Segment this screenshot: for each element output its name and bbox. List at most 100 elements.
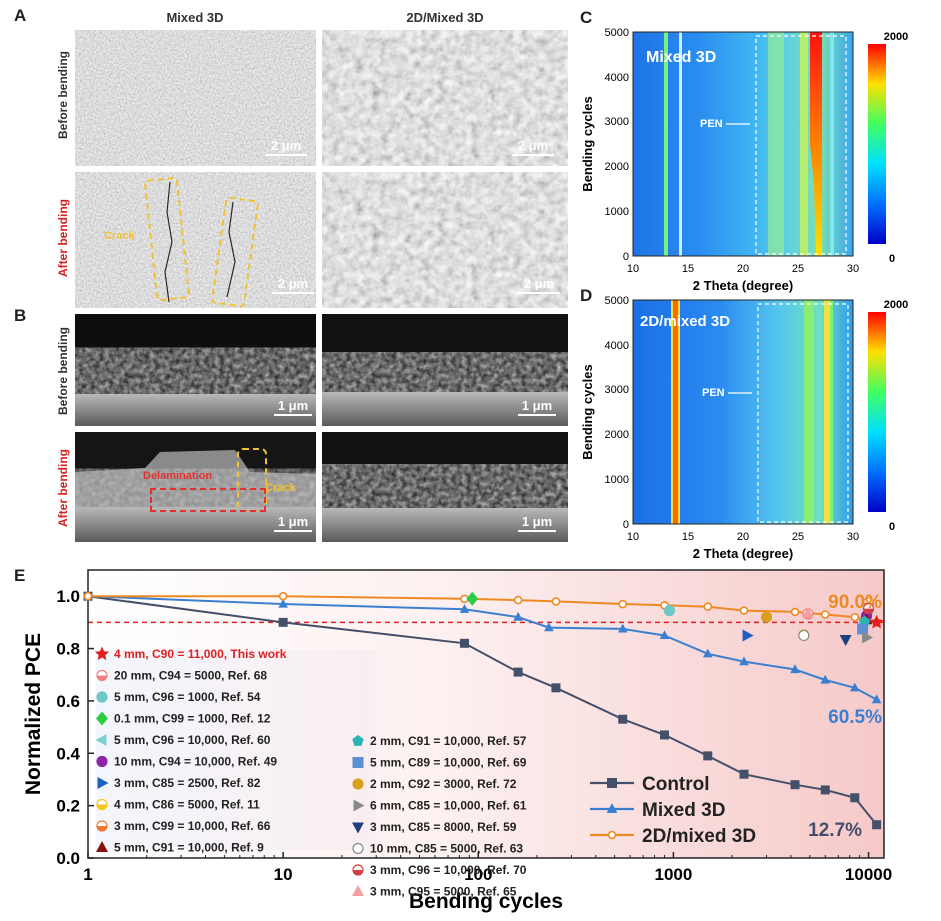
literature-point-fill xyxy=(863,608,874,614)
literature-point xyxy=(801,606,814,618)
heatmap-d-ytick-2000: 2000 xyxy=(605,429,629,441)
legend-marker xyxy=(352,735,364,746)
series-2-point xyxy=(703,602,713,611)
scale-bar-b1: 1 μm xyxy=(274,398,312,416)
panel-label-e: E xyxy=(14,566,26,585)
sem-2d-cross-before xyxy=(322,314,568,426)
heatmap-d-xlabel: 2 Theta (degree) xyxy=(693,546,793,561)
heatmap-d-xtick-15: 15 xyxy=(682,531,694,543)
legend-marker xyxy=(352,822,364,834)
series-0-point xyxy=(659,730,669,740)
y-tick-label: 0.4 xyxy=(56,744,80,763)
series-legend-marker xyxy=(606,803,618,814)
series-2-point xyxy=(790,607,800,617)
crack-label-a: Crack xyxy=(104,230,135,242)
panel-label-b: B xyxy=(14,306,27,325)
series-2-point xyxy=(850,612,860,622)
heatmap-c-xtick-30: 30 xyxy=(847,263,859,275)
series-0-point xyxy=(850,793,860,803)
series-2-point xyxy=(278,591,288,601)
panel-label-a: A xyxy=(14,6,27,25)
heatmap-c-xtick-20: 20 xyxy=(737,263,749,275)
heatmap-c-xtick-25: 25 xyxy=(792,263,804,275)
heatmap-c-ytick-5000: 5000 xyxy=(605,27,629,39)
legend-marker xyxy=(96,691,108,703)
plot-frame xyxy=(87,569,885,859)
heatmap-c-xtick-15: 15 xyxy=(682,263,694,275)
legend-label: 5 mm, C89 = 10,000, Ref. 69 xyxy=(370,756,527,770)
legend-marker xyxy=(352,778,364,790)
scale-bar-b3: 1 μm xyxy=(274,514,312,532)
series-legend-label: Control xyxy=(642,774,710,795)
panel-label-d: D xyxy=(580,286,593,305)
series-2-point xyxy=(618,599,628,609)
heatmap-d-xtick-25: 25 xyxy=(792,531,804,543)
legend-marker xyxy=(95,734,107,746)
legend-marker xyxy=(96,755,108,768)
legend-label: 5 mm, C91 = 10,000, Ref. 9 xyxy=(114,841,264,855)
heatmap-d-ytick-1000: 1000 xyxy=(605,474,629,486)
series-1-point xyxy=(659,630,670,640)
legend-label: 4 mm, C86 = 5000, Ref. 11 xyxy=(114,798,260,812)
series-2-point xyxy=(513,595,523,605)
sem-2d-before xyxy=(322,30,568,166)
series-1-point xyxy=(790,664,800,674)
scale-bar-a4: 2 μm xyxy=(518,276,560,294)
end-label-mixed: 60.5% xyxy=(828,707,882,728)
heatmap-d-xtick-30: 30 xyxy=(847,531,859,543)
heatmap-c-xlabel: 2 Theta (degree) xyxy=(693,278,793,293)
heatmap-d-ytick-3000: 3000 xyxy=(605,384,629,396)
legend-marker-fill xyxy=(97,675,107,681)
heatmap-c-ylabel: Bending cycles xyxy=(580,96,595,191)
legend-label: 6 mm, C85 = 10,000, Ref. 61 xyxy=(370,799,527,813)
legend-label: 2 mm, C91 = 10,000, Ref. 57 xyxy=(370,734,527,748)
legend-marker xyxy=(94,646,110,661)
legend-marker-fill xyxy=(97,826,107,831)
sem-mixed-cross-before xyxy=(75,314,316,426)
legend-marker-fill xyxy=(353,870,363,875)
series-legend-label: 2D/mixed 3D xyxy=(642,826,756,847)
delamination-label: Delamination xyxy=(143,470,213,482)
series-1-point xyxy=(849,682,860,692)
literature-point xyxy=(862,631,874,644)
scale-bar-b4: 1 μm xyxy=(518,514,556,532)
literature-point xyxy=(869,614,884,629)
legend-label: 2 mm, C92 = 3000, Ref. 72 xyxy=(370,777,517,791)
sem-mixed-after xyxy=(75,172,316,308)
heatmap-c-pen: PEN xyxy=(700,118,723,130)
sem-mixed-before xyxy=(75,30,316,166)
series-0-point xyxy=(278,617,288,627)
series-1-point xyxy=(617,623,628,633)
legend-label: 10 mm, C94 = 10,000, Ref. 49 xyxy=(114,755,277,769)
series-1-point xyxy=(871,694,882,704)
series-1-point xyxy=(459,604,470,613)
series-legend-marker xyxy=(607,830,617,840)
sem-mixed-cross-after xyxy=(75,432,316,542)
heatmap-d-xtick-20: 20 xyxy=(737,531,749,543)
series-0-point xyxy=(739,769,749,779)
literature-point xyxy=(466,591,479,606)
series-0-point xyxy=(460,638,470,648)
series-2-point xyxy=(83,591,93,601)
heatmap-d-xtick-10: 10 xyxy=(627,531,639,543)
series-0-point xyxy=(703,751,713,761)
x-tick-label: 1 xyxy=(83,865,92,884)
series-legend-marker xyxy=(607,778,617,788)
heatmap-c-cbar-max: 2000 xyxy=(884,31,908,43)
col-title-mixed: Mixed 3D xyxy=(166,10,224,25)
legend-marker xyxy=(97,777,109,789)
x-tick-label: 1000 xyxy=(654,865,692,884)
heatmap-c-ytick-0: 0 xyxy=(623,251,629,263)
x-axis-label: Bending cycles xyxy=(409,890,563,913)
y-tick-label: 1.0 xyxy=(56,587,80,606)
heatmap-c: Mixed 3D PEN 5000 4000 3000 2000 1000 0 … xyxy=(580,27,908,293)
x-tick-label: 10 xyxy=(274,865,293,884)
heatmap-d-ytick-5000: 5000 xyxy=(605,295,629,307)
heatmap-d-pen: PEN xyxy=(702,387,725,399)
legend-marker xyxy=(352,842,364,855)
literature-point xyxy=(839,634,852,646)
y-tick-label: 0.0 xyxy=(56,849,80,868)
x-tick-label: 100 xyxy=(464,865,492,884)
legend-background xyxy=(96,650,376,850)
scale-bar-a2: 2 μm xyxy=(512,138,554,156)
